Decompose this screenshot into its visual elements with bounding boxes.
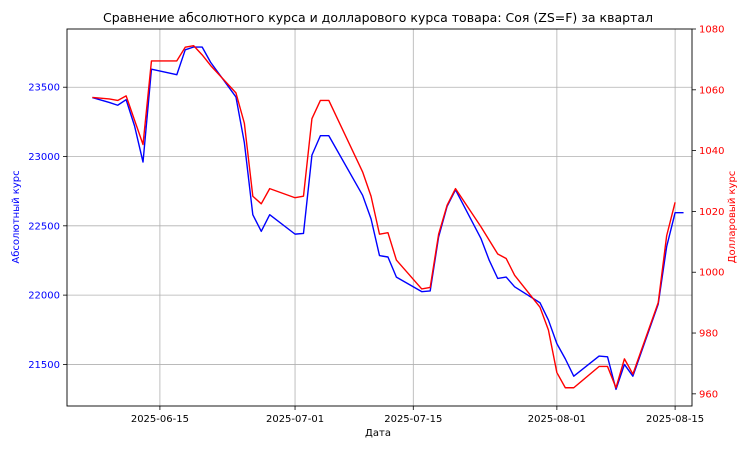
dollar-rate-line [92, 45, 676, 389]
right-y-axis: 960 980 1000 1020 1040 1060 1080 [692, 25, 724, 400]
x-tick-label: 2025-08-15 [646, 414, 704, 425]
right-y-tick-label: 960 [699, 389, 718, 400]
x-tick-label: 2025-06-15 [131, 414, 189, 425]
x-tick-label: 2025-07-15 [384, 414, 442, 425]
right-y-tick-label: 1080 [699, 25, 724, 36]
left-y-axis: 21500 22000 22500 23000 23500 [28, 83, 67, 371]
left-y-tick-label: 21500 [28, 360, 60, 371]
left-y-tick-label: 23000 [28, 152, 60, 163]
chart-title: Сравнение абсолютного курса и долларовог… [103, 10, 653, 25]
series-lines [92, 45, 684, 391]
left-y-tick-label: 22000 [28, 291, 60, 302]
right-y-tick-label: 1020 [699, 207, 724, 218]
x-axis-label: Дата [365, 428, 391, 439]
absolute-rate-line [92, 46, 684, 391]
x-tick-label: 2025-08-01 [528, 414, 586, 425]
right-y-tick-label: 1000 [699, 268, 724, 279]
right-y-tick-label: 1060 [699, 85, 724, 96]
right-y-tick-label: 980 [699, 329, 718, 340]
left-y-axis-label: Абсолютный курс [11, 170, 22, 263]
left-y-tick-label: 22500 [28, 221, 60, 232]
grid-lines [67, 29, 692, 406]
plot-frame [66, 28, 693, 407]
x-axis: 2025-06-15 2025-07-01 2025-07-15 2025-08-01… [131, 406, 704, 425]
right-y-axis-label: Долларовый курс [727, 171, 738, 264]
right-y-tick-label: 1040 [699, 146, 724, 157]
left-y-tick-label: 23500 [28, 83, 60, 94]
x-tick-label: 2025-07-01 [266, 414, 324, 425]
plot-area [67, 29, 692, 406]
